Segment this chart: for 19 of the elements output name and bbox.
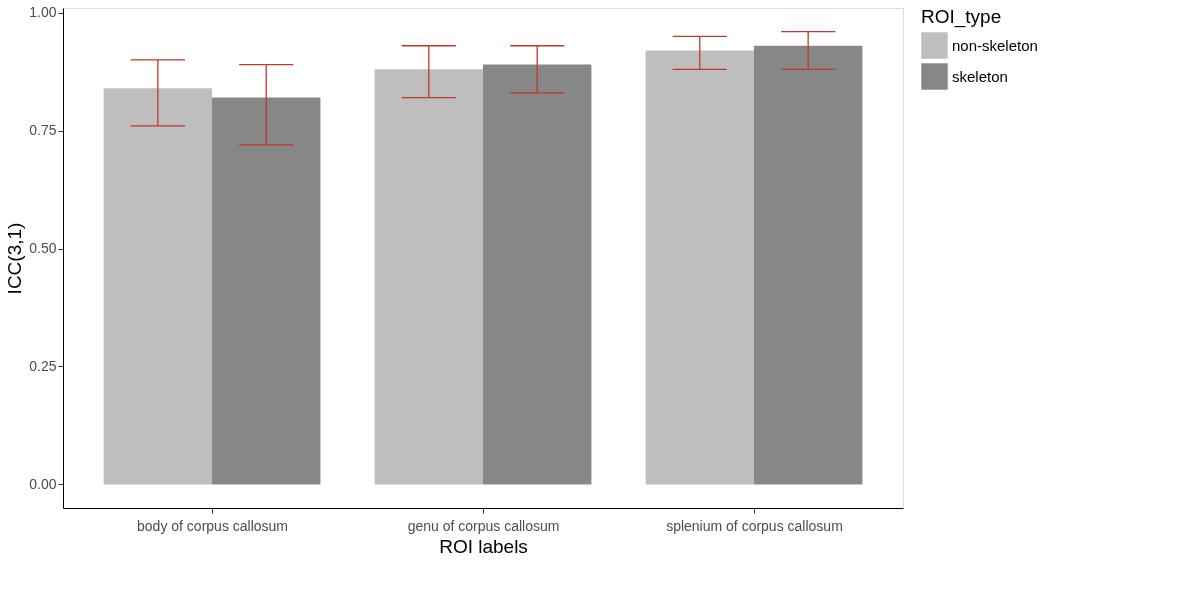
bar bbox=[753, 45, 863, 485]
y-tick-label: 0.25 bbox=[29, 357, 57, 374]
legend-title: ROI_type bbox=[921, 6, 1002, 28]
bar bbox=[103, 88, 213, 485]
bar bbox=[212, 97, 321, 485]
x-tick-label: genu of corpus callosum bbox=[407, 517, 560, 534]
legend-label: non-skeleton bbox=[952, 36, 1038, 54]
y-tick-label: 0.75 bbox=[29, 122, 57, 139]
bar bbox=[645, 50, 754, 485]
y-tick-label: 0.50 bbox=[29, 240, 57, 257]
x-axis-title: ROI labels bbox=[439, 535, 528, 557]
bar bbox=[483, 64, 592, 485]
y-tick-label: 0.00 bbox=[29, 475, 57, 492]
x-tick-label: splenium of corpus callosum bbox=[666, 517, 843, 534]
y-tick-label: 1.00 bbox=[29, 4, 57, 21]
y-axis-title: ICC(3,1) bbox=[4, 222, 26, 295]
x-tick-label: body of corpus callosum bbox=[137, 517, 289, 534]
legend-label: skeleton bbox=[952, 67, 1008, 85]
bar bbox=[374, 69, 483, 485]
